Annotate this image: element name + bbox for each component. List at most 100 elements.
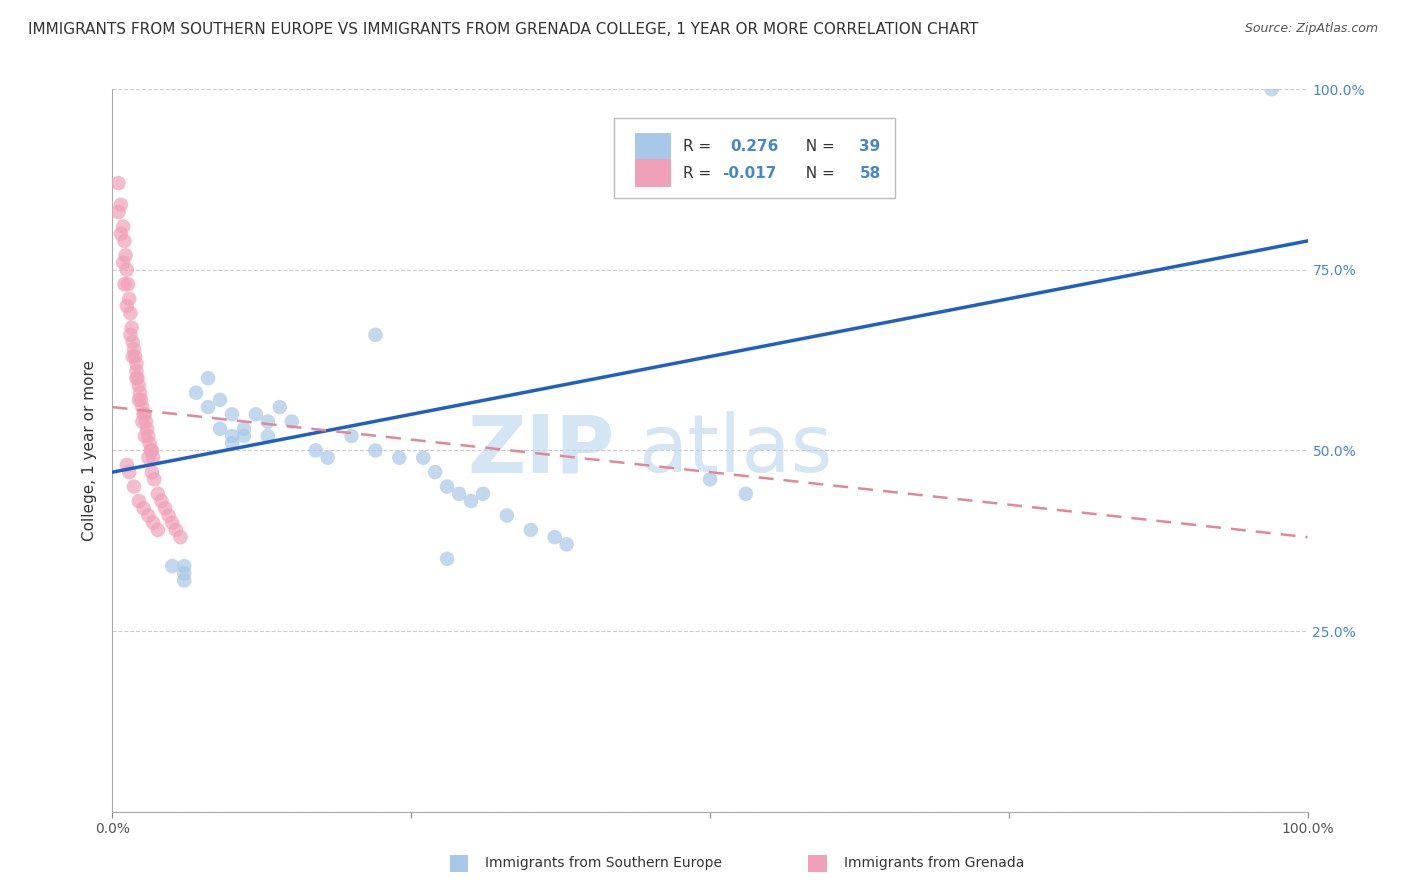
Point bbox=[221, 407, 243, 421]
Point bbox=[460, 494, 482, 508]
Point bbox=[131, 415, 153, 429]
Point bbox=[186, 385, 208, 400]
Point bbox=[121, 334, 143, 349]
Point bbox=[128, 378, 150, 392]
Point bbox=[107, 205, 129, 219]
Point bbox=[197, 400, 219, 414]
Point bbox=[112, 219, 135, 234]
Point bbox=[131, 400, 153, 414]
Point bbox=[138, 508, 160, 523]
Text: N =: N = bbox=[796, 139, 839, 153]
Text: IMMIGRANTS FROM SOUTHERN EUROPE VS IMMIGRANTS FROM GRENADA COLLEGE, 1 YEAR OR MO: IMMIGRANTS FROM SOUTHERN EUROPE VS IMMIG… bbox=[28, 22, 979, 37]
Point bbox=[110, 198, 132, 212]
Point bbox=[555, 537, 578, 551]
Point bbox=[134, 429, 156, 443]
Point bbox=[496, 508, 519, 523]
Point bbox=[316, 450, 339, 465]
Point bbox=[233, 422, 256, 436]
Point bbox=[173, 574, 195, 588]
Text: 58: 58 bbox=[859, 166, 880, 180]
Point bbox=[114, 277, 135, 292]
Point bbox=[110, 227, 132, 241]
Point bbox=[122, 480, 145, 494]
Point bbox=[134, 407, 156, 421]
Point bbox=[146, 487, 169, 501]
Point bbox=[221, 429, 243, 443]
Point bbox=[221, 436, 243, 450]
Point bbox=[472, 487, 495, 501]
Point bbox=[128, 392, 150, 407]
Point bbox=[543, 530, 565, 544]
Point bbox=[141, 443, 163, 458]
Point bbox=[124, 350, 146, 364]
Text: Immigrants from Grenada: Immigrants from Grenada bbox=[844, 856, 1024, 871]
Point bbox=[1261, 82, 1284, 96]
Point bbox=[132, 407, 155, 421]
Point bbox=[157, 508, 180, 523]
Point bbox=[447, 487, 470, 501]
Point bbox=[114, 248, 136, 262]
Point bbox=[115, 299, 138, 313]
Point bbox=[121, 320, 143, 334]
Text: R =: R = bbox=[682, 139, 720, 153]
Point bbox=[112, 255, 135, 269]
Point bbox=[364, 443, 387, 458]
Point bbox=[412, 450, 434, 465]
FancyBboxPatch shape bbox=[634, 133, 671, 160]
Point bbox=[340, 429, 363, 443]
Point bbox=[173, 559, 195, 574]
Point bbox=[138, 429, 160, 443]
Point bbox=[305, 443, 328, 458]
Text: -0.017: -0.017 bbox=[723, 166, 776, 180]
Point bbox=[135, 415, 157, 429]
Point bbox=[257, 429, 280, 443]
Point bbox=[257, 415, 280, 429]
Point bbox=[364, 327, 387, 342]
Point bbox=[138, 450, 160, 465]
Point bbox=[115, 458, 138, 472]
Point bbox=[118, 465, 141, 479]
Point bbox=[162, 516, 183, 530]
Point bbox=[209, 392, 232, 407]
FancyBboxPatch shape bbox=[614, 118, 896, 198]
Point bbox=[115, 262, 138, 277]
Text: Immigrants from Southern Europe: Immigrants from Southern Europe bbox=[485, 856, 723, 871]
Point bbox=[125, 364, 148, 378]
Point bbox=[142, 516, 165, 530]
Point bbox=[150, 494, 173, 508]
Text: atlas: atlas bbox=[638, 411, 832, 490]
FancyBboxPatch shape bbox=[634, 160, 671, 186]
Point bbox=[125, 357, 148, 371]
Point bbox=[136, 422, 159, 436]
Text: Source: ZipAtlas.com: Source: ZipAtlas.com bbox=[1244, 22, 1378, 36]
Point bbox=[209, 422, 232, 436]
Point bbox=[165, 523, 187, 537]
Text: N =: N = bbox=[796, 166, 839, 180]
Point bbox=[388, 450, 411, 465]
Point bbox=[143, 472, 166, 486]
Point bbox=[735, 487, 758, 501]
Point bbox=[142, 450, 165, 465]
Point bbox=[114, 234, 135, 248]
Point bbox=[122, 343, 145, 357]
Point bbox=[132, 501, 155, 516]
Point bbox=[269, 400, 291, 414]
Point bbox=[141, 465, 163, 479]
Point bbox=[169, 530, 191, 544]
Point bbox=[107, 176, 129, 190]
Point bbox=[129, 385, 152, 400]
Point bbox=[120, 327, 142, 342]
Point bbox=[146, 523, 169, 537]
Point bbox=[436, 480, 458, 494]
Point bbox=[436, 551, 458, 566]
Text: ZIP: ZIP bbox=[467, 411, 614, 490]
Point bbox=[129, 392, 152, 407]
Point bbox=[121, 350, 143, 364]
Point bbox=[173, 566, 195, 581]
Point bbox=[197, 371, 219, 385]
Point bbox=[128, 494, 150, 508]
Point bbox=[245, 407, 267, 421]
Text: R =: R = bbox=[682, 166, 716, 180]
Point bbox=[699, 472, 721, 486]
Point bbox=[233, 429, 256, 443]
